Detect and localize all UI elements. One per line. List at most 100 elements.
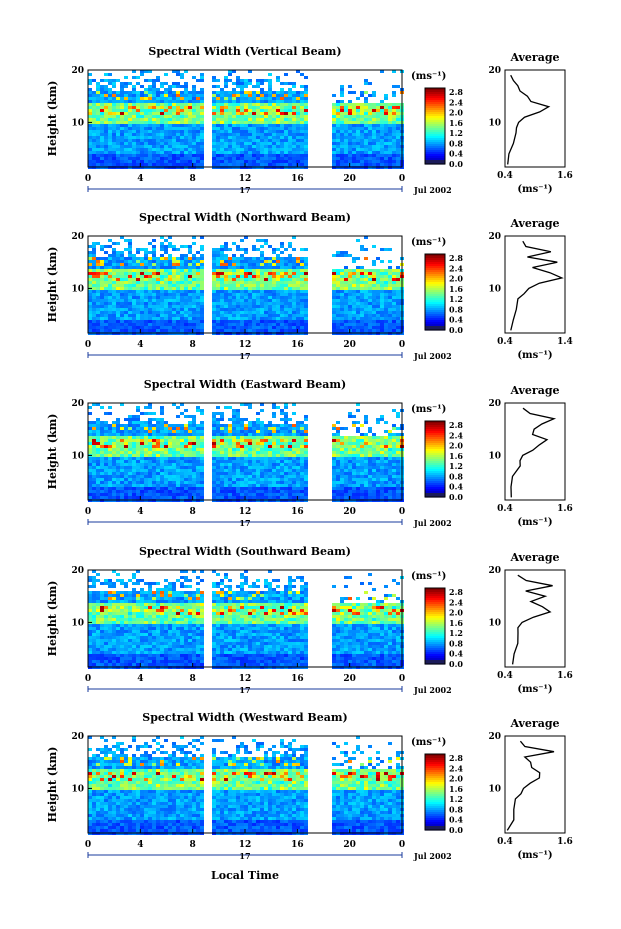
heatmap-cell <box>220 157 224 160</box>
heatmap-cell <box>144 308 148 311</box>
heatmap-cell <box>100 124 104 127</box>
heatmap-cell <box>100 109 104 112</box>
heatmap-cell <box>160 151 164 154</box>
heatmap-cell <box>244 142 248 145</box>
heatmap-cell <box>196 151 200 154</box>
colorbar-swatch <box>425 280 445 283</box>
heatmap-cell <box>164 100 168 103</box>
heatmap-cell <box>224 478 228 481</box>
colorbar-tick-label: 0.8 <box>449 138 463 148</box>
heatmap-cell <box>356 308 360 311</box>
heatmap-cell <box>188 430 192 433</box>
heatmap-cell <box>136 118 140 121</box>
heatmap-cell <box>168 269 172 272</box>
heatmap-cell <box>220 115 224 118</box>
heatmap-cell <box>212 308 216 311</box>
heatmap-cell <box>360 148 364 151</box>
heatmap-cell <box>120 329 124 332</box>
heatmap-cell <box>196 287 200 290</box>
heatmap-cell <box>188 109 192 112</box>
heatmap-cell <box>364 305 368 308</box>
heatmap-cell <box>172 157 176 160</box>
heatmap-cell <box>392 317 396 320</box>
heatmap-cell <box>96 97 100 100</box>
heatmap-cell <box>264 329 268 332</box>
heatmap-cell <box>272 284 276 287</box>
heatmap-cell <box>196 112 200 115</box>
heatmap-cell <box>292 329 296 332</box>
heatmap-cell <box>168 439 172 442</box>
heatmap-cell <box>352 269 356 272</box>
heatmap-cell <box>100 463 104 466</box>
heatmap-cell <box>332 320 336 323</box>
heatmap-cell <box>292 127 296 130</box>
heatmap-cell <box>148 130 152 133</box>
heatmap-cell <box>252 266 256 269</box>
heatmap-cell <box>128 100 132 103</box>
heatmap-cell <box>156 127 160 130</box>
heatmap-cell <box>156 481 160 484</box>
heatmap-cell <box>168 88 172 91</box>
heatmap-cell <box>188 91 192 94</box>
heatmap-cell <box>200 460 204 463</box>
heatmap-cell <box>148 136 152 139</box>
heatmap-cell <box>176 317 180 320</box>
heatmap-cell <box>200 154 204 157</box>
heatmap-cell <box>104 475 108 478</box>
heatmap-cell <box>272 272 276 275</box>
heatmap-cell <box>108 103 112 106</box>
heatmap-cell <box>296 112 300 115</box>
heatmap-cell <box>216 323 220 326</box>
heatmap-cell <box>144 472 148 475</box>
heatmap-cell <box>200 163 204 166</box>
heatmap-cell <box>272 293 276 296</box>
colorbar-tick-label: 0.8 <box>449 304 463 314</box>
heatmap-cell <box>340 94 344 97</box>
heatmap-cell <box>372 151 376 154</box>
heatmap-cell <box>300 281 304 284</box>
heatmap-cell <box>348 299 352 302</box>
heatmap-cell <box>240 148 244 151</box>
heatmap-cell <box>168 148 172 151</box>
heatmap-cell <box>136 409 140 412</box>
heatmap-cell <box>296 103 300 106</box>
heatmap-cell <box>212 478 216 481</box>
heatmap-cell <box>340 329 344 332</box>
heatmap-cell <box>340 275 344 278</box>
heatmap-cell <box>344 154 348 157</box>
heatmap-cell <box>256 299 260 302</box>
heatmap-cell <box>280 88 284 91</box>
heatmap-cell <box>276 133 280 136</box>
heatmap-cell <box>380 103 384 106</box>
heatmap-cell <box>256 157 260 160</box>
heatmap-cell <box>356 133 360 136</box>
heatmap-cell <box>92 109 96 112</box>
heatmap-cell <box>212 320 216 323</box>
heatmap-cell <box>128 118 132 121</box>
heatmap-cell <box>356 278 360 281</box>
heatmap-cell <box>344 281 348 284</box>
heatmap-cell <box>280 160 284 163</box>
heatmap-cell <box>116 151 120 154</box>
heatmap-cell <box>128 463 132 466</box>
heatmap-cell <box>332 145 336 148</box>
heatmap-cell <box>236 115 240 118</box>
heatmap-cell <box>340 136 344 139</box>
heatmap-cell <box>160 439 164 442</box>
heatmap-cell <box>196 79 200 82</box>
heatmap-cell <box>388 148 392 151</box>
heatmap-cell <box>144 251 148 254</box>
heatmap-cell <box>140 148 144 151</box>
heatmap-cell <box>212 329 216 332</box>
heatmap-cell <box>280 127 284 130</box>
heatmap-cell <box>300 115 304 118</box>
heatmap-cell <box>160 496 164 499</box>
heatmap-cell <box>392 109 396 112</box>
heatmap-cell <box>148 269 152 272</box>
heatmap-cell <box>152 85 156 88</box>
heatmap-cell <box>272 115 276 118</box>
heatmap-cell <box>200 245 204 248</box>
heatmap-cell <box>140 484 144 487</box>
heatmap-cell <box>96 469 100 472</box>
heatmap-cell <box>304 115 308 118</box>
